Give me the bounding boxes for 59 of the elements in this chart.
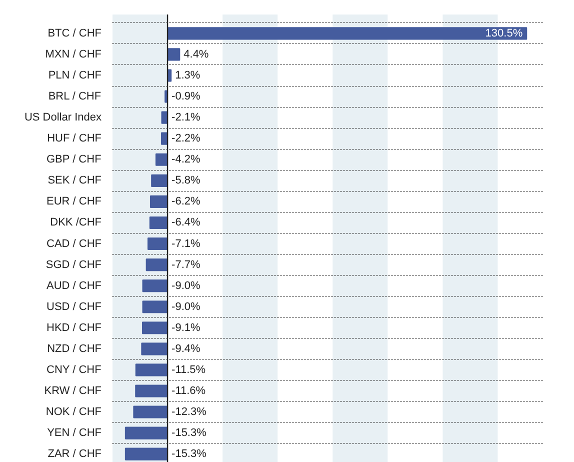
y-tick-label: SEK / CHF [48, 174, 102, 187]
y-tick-label: NOK / CHF [46, 406, 102, 418]
bar [135, 384, 168, 398]
data-label: -2.2% [172, 132, 200, 145]
bar [150, 195, 168, 208]
bar [124, 448, 168, 460]
y-tick-label: BTC / CHF [48, 27, 102, 40]
data-label: -5.8% [172, 174, 200, 187]
data-label: -7.1% [172, 238, 200, 250]
y-tick-label: AUD / CHF [46, 280, 102, 292]
y-tick-label: CNY / CHF [46, 364, 102, 376]
data-label: -4.2% [172, 154, 200, 166]
y-tick-label: ZAR / CHF [48, 448, 102, 460]
bar [155, 153, 168, 166]
y-tick-label: USD / CHF [46, 300, 102, 313]
data-label: -11.6% [172, 384, 206, 397]
data-label: -9.4% [172, 342, 200, 355]
data-label: -9.0% [172, 300, 200, 313]
y-tick-label: KRW / CHF [44, 384, 102, 397]
bar [149, 216, 168, 230]
bar [124, 426, 168, 440]
data-label: 130.5% [485, 27, 523, 40]
data-label: 1.3% [175, 69, 200, 82]
bar [142, 300, 168, 314]
data-label: -12.3% [172, 406, 207, 418]
y-tick-label: MXN / CHF [45, 48, 102, 60]
data-label: -0.9% [172, 90, 200, 103]
y-tick-label: BRL / CHF [48, 90, 102, 103]
bar [167, 27, 528, 40]
y-tick-label: CAD / CHF [46, 238, 102, 250]
data-label: -6.2% [172, 196, 200, 208]
data-label: 4.4% [184, 48, 209, 60]
data-label: -9.1% [172, 322, 200, 334]
y-tick-label: DKK /CHF [50, 216, 102, 229]
bar [141, 342, 168, 356]
data-label: -15.3% [172, 427, 207, 440]
bar [142, 322, 168, 334]
bar [146, 258, 168, 272]
bar [142, 280, 168, 292]
bar [135, 364, 168, 376]
bar [151, 174, 168, 187]
data-label: -2.1% [172, 112, 200, 124]
y-tick-label: SGD / CHF [46, 258, 102, 271]
data-label: -15.3% [172, 448, 207, 460]
data-label: -6.4% [172, 216, 200, 229]
y-tick-label: HUF / CHF [47, 132, 102, 145]
y-tick-label: EUR / CHF [46, 196, 102, 208]
bar [147, 237, 168, 250]
bar [167, 48, 180, 61]
y-tick-label: PLN / CHF [48, 69, 102, 82]
data-label: -9.0% [172, 280, 200, 292]
y-tick-label: HKD / CHF [46, 322, 102, 334]
y-tick-label: NZD / CHF [47, 342, 102, 355]
data-label: -11.5% [172, 364, 206, 376]
data-label: -7.7% [172, 258, 200, 271]
y-tick-label: GBP / CHF [46, 154, 102, 166]
bar [133, 406, 168, 418]
y-tick-label: US Dollar Index [24, 112, 102, 124]
y-tick-label: YEN / CHF [47, 427, 102, 440]
